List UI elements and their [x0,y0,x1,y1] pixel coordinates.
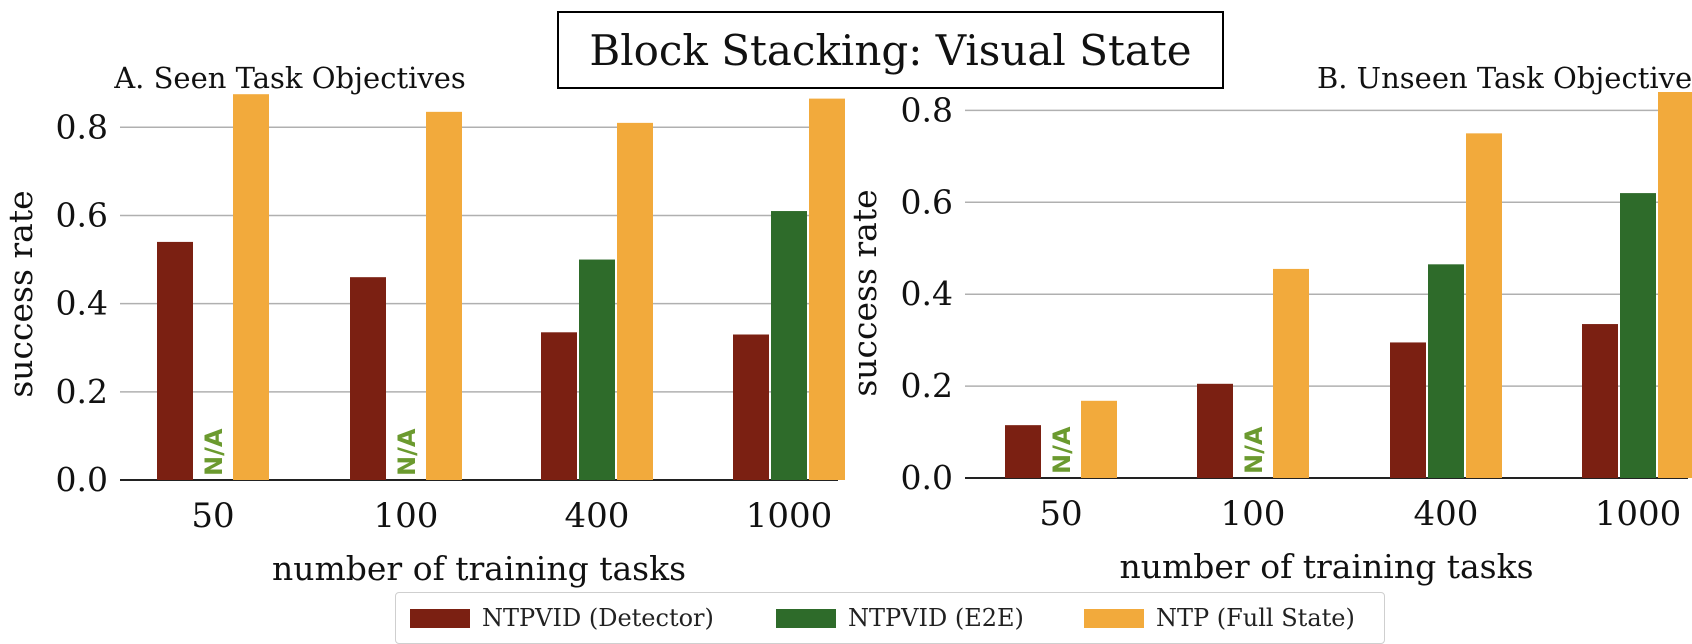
x-tick-label: 1000 [746,496,833,536]
legend-swatch-e2e [776,608,836,628]
bar [1620,193,1656,478]
bar [1005,425,1041,478]
panel-title: B. Unseen Task Objectives [1317,61,1692,95]
x-axis-label: number of training tasks [272,549,686,588]
bar [426,111,462,480]
legend-label-detector: NTPVID (Detector) [482,604,714,632]
y-axis-label: success rate [845,189,884,396]
legend-item-detector: NTPVID (Detector) [410,593,714,643]
x-tick-label: 400 [1414,494,1479,534]
x-tick-label: 50 [191,496,234,536]
x-tick-label: 1000 [1595,494,1682,534]
legend-label-e2e: NTPVID (E2E) [848,604,1024,632]
bar [541,332,577,480]
bar [1197,383,1233,478]
y-axis-label: success rate [1,190,40,397]
bar [1428,264,1464,478]
bar [1658,92,1692,478]
bar [809,98,845,480]
x-tick-label: 50 [1039,494,1082,534]
na-annotation: N/A [200,428,228,476]
bar [157,241,193,480]
bar [350,277,386,480]
panel-title: A. Seen Task Objectives [113,61,466,95]
bar [771,211,807,480]
y-tick-label: 0.8 [901,90,953,129]
legend: NTPVID (Detector) NTPVID (E2E) NTP (Full… [395,592,1385,644]
panel-unseen-task-objectives: 0.0 0.2 0.4 0.6 0.8 50 100 400 1000 N/A N/A B. Unse… [845,61,1692,586]
y-tick-label: 0.2 [901,366,953,405]
legend-swatch-full-state [1084,608,1144,628]
x-tick-label: 100 [1221,494,1286,534]
bar [1390,342,1426,478]
y-tick-label: 0.8 [56,107,108,146]
y-tick-label: 0.6 [56,195,108,234]
figure-title-box: Block Stacking: Visual State [557,11,1224,89]
y-tick-label: 0.4 [901,274,953,313]
y-tick-label: 0.0 [901,458,953,497]
legend-item-e2e: NTPVID (E2E) [776,593,1024,643]
bar [1273,268,1309,478]
legend-swatch-detector [410,608,470,628]
panel-seen-task-objectives: 0.0 0.2 0.4 0.6 0.8 50 100 400 1000 N/A N/A A. Seen… [1,61,845,588]
bar [579,259,615,480]
y-tick-label: 0.2 [56,372,108,411]
bar [233,94,269,481]
y-tick-label: 0.0 [56,460,108,499]
y-tick-label: 0.6 [901,182,953,221]
x-tick-label: 400 [565,496,630,536]
bar [733,334,769,480]
bar [1081,400,1117,478]
bar [617,122,653,480]
figure-title: Block Stacking: Visual State [589,25,1192,75]
bar [1466,133,1502,478]
x-axis-label: number of training tasks [1119,547,1533,586]
na-annotation: N/A [1048,426,1076,474]
legend-label-full-state: NTP (Full State) [1156,604,1355,632]
bar [1582,324,1618,478]
x-tick-label: 100 [374,496,439,536]
legend-item-full-state: NTP (Full State) [1084,593,1355,643]
y-tick-label: 0.4 [56,284,108,323]
na-annotation: N/A [1240,426,1268,474]
na-annotation: N/A [393,428,421,476]
